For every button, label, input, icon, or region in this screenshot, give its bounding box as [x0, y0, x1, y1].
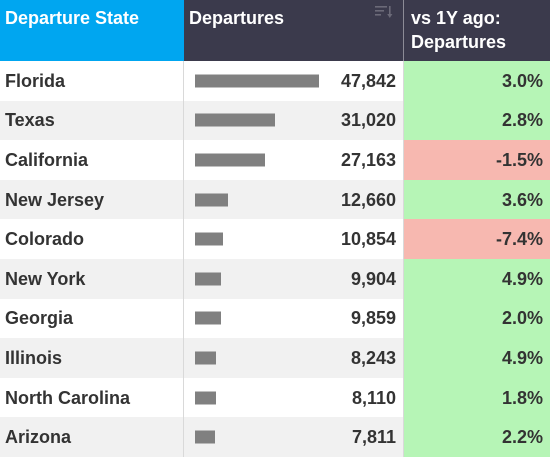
state-label: New York	[5, 268, 86, 289]
departures-cell: 10,854	[184, 219, 403, 259]
departures-value: 9,904	[350, 268, 396, 289]
state-cell: Florida	[0, 61, 184, 101]
departures-value: 27,163	[340, 149, 396, 170]
departures-bar	[195, 113, 276, 127]
change-cell: -1.5%	[403, 140, 550, 180]
departures-bar	[195, 193, 228, 207]
change-value: 4.9%	[501, 347, 543, 368]
state-cell: Texas	[0, 100, 184, 141]
departures-cell: 7,811	[184, 417, 403, 457]
state-label: Arizona	[5, 427, 72, 448]
departures-value: 47,842	[340, 70, 396, 91]
state-cell: New York	[0, 258, 184, 299]
change-cell: 1.8%	[403, 377, 550, 418]
change-value: 2.2%	[501, 427, 543, 448]
state-label: California	[5, 149, 89, 170]
table-row[interactable]: California 27,163 -1.5%	[0, 140, 550, 180]
change-cell: 4.9%	[403, 258, 550, 299]
departures-bar	[195, 311, 221, 325]
departures-bar	[195, 351, 217, 365]
change-cell: -7.4%	[403, 219, 550, 259]
change-value: 3.0%	[501, 70, 543, 91]
change-value: -1.5%	[495, 149, 543, 170]
departures-value: 12,660	[340, 189, 396, 210]
state-label: Colorado	[5, 229, 84, 250]
change-cell: 4.9%	[403, 338, 550, 378]
table-row[interactable]: New Jersey 12,660 3.6%	[0, 179, 550, 220]
table-row[interactable]: New York 9,904 4.9%	[0, 258, 550, 299]
table-row[interactable]: Colorado 10,854 -7.4%	[0, 219, 550, 259]
table-row[interactable]: North Carolina 8,110 1.8%	[0, 377, 550, 418]
header-departures[interactable]: Departures	[184, 0, 403, 61]
state-label: Illinois	[5, 347, 63, 368]
departures-value: 31,020	[340, 110, 396, 131]
header-departures-label: Departures	[189, 8, 285, 28]
change-cell: 2.2%	[403, 417, 550, 457]
departures-bar	[195, 232, 224, 246]
state-label: Georgia	[5, 308, 74, 329]
state-cell: North Carolina	[0, 377, 184, 418]
state-label: North Carolina	[5, 387, 131, 408]
header-vs-1y-ago-label: vs 1Y ago: Departures	[411, 6, 506, 54]
departures-value: 8,110	[351, 387, 396, 408]
change-cell: 2.8%	[403, 100, 550, 141]
table-row[interactable]: Texas 31,020 2.8%	[0, 100, 550, 141]
state-cell: California	[0, 140, 184, 180]
change-value: 2.8%	[501, 110, 543, 131]
departures-bar	[195, 153, 266, 167]
departures-cell: 9,859	[184, 299, 403, 339]
header-departure-state[interactable]: Departure State	[0, 0, 184, 61]
departures-cell: 12,660	[184, 179, 403, 220]
departures-cell: 8,243	[184, 338, 403, 378]
table-body: Florida 47,842 3.0% Texas 31,020 2.8% Californ…	[0, 61, 550, 457]
table-row[interactable]: Florida 47,842 3.0%	[0, 61, 550, 101]
departures-bar	[195, 391, 217, 405]
sort-icon[interactable]	[375, 5, 393, 19]
departures-cell: 27,163	[184, 140, 403, 180]
departures-bar	[195, 74, 319, 88]
header-vs-line2: Departures	[411, 32, 507, 52]
change-cell: 3.0%	[403, 61, 550, 101]
departures-cell: 31,020	[184, 100, 403, 141]
departures-value: 10,854	[340, 229, 396, 250]
change-cell: 2.0%	[403, 298, 550, 339]
state-cell: New Jersey	[0, 179, 184, 220]
state-cell: Arizona	[0, 417, 184, 457]
change-value: 4.9%	[501, 268, 543, 289]
departures-cell: 9,904	[184, 258, 403, 299]
state-cell: Colorado	[0, 219, 184, 259]
departures-bar	[195, 272, 221, 286]
header-vs-1y-ago[interactable]: vs 1Y ago: Departures	[403, 0, 550, 61]
change-value: 1.8%	[501, 387, 543, 408]
departures-cell: 47,842	[184, 61, 403, 101]
table-row[interactable]: Illinois 8,243 4.9%	[0, 338, 550, 378]
state-label: New Jersey	[5, 189, 105, 210]
header-departure-state-label: Departure State	[5, 8, 140, 28]
change-value: -7.4%	[495, 229, 543, 250]
change-cell: 3.6%	[403, 179, 550, 220]
state-cell: Georgia	[0, 298, 184, 339]
header-vs-line1: vs 1Y ago:	[411, 8, 501, 28]
departures-value: 8,243	[350, 347, 396, 368]
departures-value: 9,859	[350, 308, 396, 329]
change-value: 2.0%	[501, 308, 543, 329]
departures-bar	[195, 430, 216, 444]
departures-cell: 8,110	[184, 378, 403, 418]
state-label: Florida	[5, 70, 66, 91]
state-label: Texas	[5, 110, 55, 131]
change-value: 3.6%	[501, 189, 543, 210]
departures-value: 7,811	[351, 427, 396, 448]
table-row[interactable]: Georgia 9,859 2.0%	[0, 298, 550, 339]
state-cell: Illinois	[0, 338, 184, 378]
table-row[interactable]: Arizona 7,811 2.2%	[0, 417, 550, 457]
